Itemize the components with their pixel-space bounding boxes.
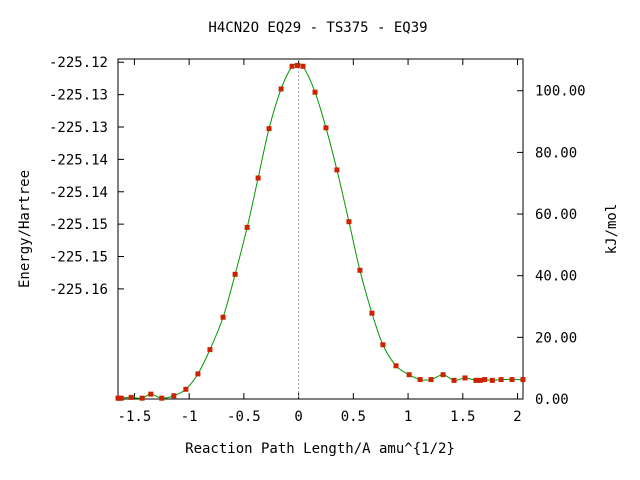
data-point	[159, 395, 165, 401]
y-tick-label-right: 40.00	[535, 269, 577, 285]
data-point	[300, 63, 306, 69]
y-tick-label-right: 80.00	[535, 145, 577, 161]
data-point	[440, 372, 446, 378]
data-point	[489, 377, 495, 383]
data-point	[183, 386, 189, 392]
data-point	[462, 375, 468, 381]
data-point	[451, 377, 457, 383]
y-axis-label-right: kJ/mol	[604, 204, 620, 255]
data-point	[295, 62, 301, 68]
y-tick-label-left: -225.15	[49, 217, 108, 233]
y-tick-label-left: -225.16	[49, 282, 108, 298]
data-point	[520, 377, 526, 383]
y-axis-label-left: Energy/Hartree	[17, 170, 33, 288]
data-point	[220, 314, 226, 320]
data-point	[148, 391, 154, 397]
data-point	[380, 342, 386, 348]
y-tick-label-right: 60.00	[535, 207, 577, 223]
data-point	[278, 86, 284, 92]
chart-title: H4CN2O EQ29 - TS375 - EQ39	[208, 20, 427, 36]
data-point	[509, 377, 515, 383]
data-point	[128, 394, 134, 400]
y-axis-left: -225.12 -225.13 -225.13 -225.14 -225.14 -225.…	[49, 55, 124, 298]
data-point	[323, 125, 329, 131]
x-tick-label: 0.5	[341, 409, 366, 425]
x-axis-label: Reaction Path Length/A amu^{1/2}	[185, 441, 455, 457]
data-point	[477, 377, 483, 383]
x-tick-label: 1.5	[450, 409, 475, 425]
x-tick-label: 2	[513, 409, 521, 425]
energy-curve	[117, 63, 523, 399]
x-tick-label: 1	[404, 409, 412, 425]
y-tick-label-left: -225.13	[49, 120, 108, 136]
data-point	[232, 271, 238, 277]
y-tick-label-left: -225.12	[49, 55, 108, 71]
data-point	[244, 224, 250, 230]
plot-frame	[117, 58, 524, 400]
data-point	[171, 393, 177, 399]
data-point	[207, 347, 213, 353]
y-tick-label-right: 20.00	[535, 330, 577, 346]
data-point	[406, 372, 412, 378]
y-tick-label-left: -225.14	[49, 185, 108, 201]
x-tick-label: -0.5	[227, 409, 261, 425]
data-point	[312, 89, 318, 95]
data-point	[498, 377, 504, 383]
data-point	[482, 377, 488, 383]
data-point	[139, 395, 145, 401]
y-tick-label-left: -225.13	[49, 88, 108, 104]
data-point	[266, 126, 272, 132]
data-points	[115, 62, 526, 401]
data-point	[428, 377, 434, 383]
x-tick-label: -1	[181, 409, 198, 425]
data-point	[357, 267, 363, 273]
data-point	[289, 63, 295, 69]
x-tick-label: 0	[294, 409, 302, 425]
data-point	[393, 363, 399, 369]
x-axis: -1.5 -1 -0.5 0 0.5 1 1.5 2	[118, 59, 522, 425]
data-point	[334, 167, 340, 173]
y-axis-right: 0.00 20.00 40.00 60.00 80.00 100.00	[517, 84, 586, 408]
data-point	[195, 371, 201, 377]
y-tick-label-left: -225.15	[49, 250, 108, 266]
data-point	[473, 377, 479, 383]
data-point	[417, 377, 423, 383]
data-point	[369, 310, 375, 316]
y-tick-label-right: 100.00	[535, 84, 586, 100]
data-point	[346, 219, 352, 225]
data-point	[255, 175, 261, 181]
y-tick-label-right: 0.00	[535, 392, 569, 408]
y-tick-label-left: -225.14	[49, 152, 108, 168]
data-point	[118, 395, 124, 401]
x-tick-label: -1.5	[118, 409, 152, 425]
